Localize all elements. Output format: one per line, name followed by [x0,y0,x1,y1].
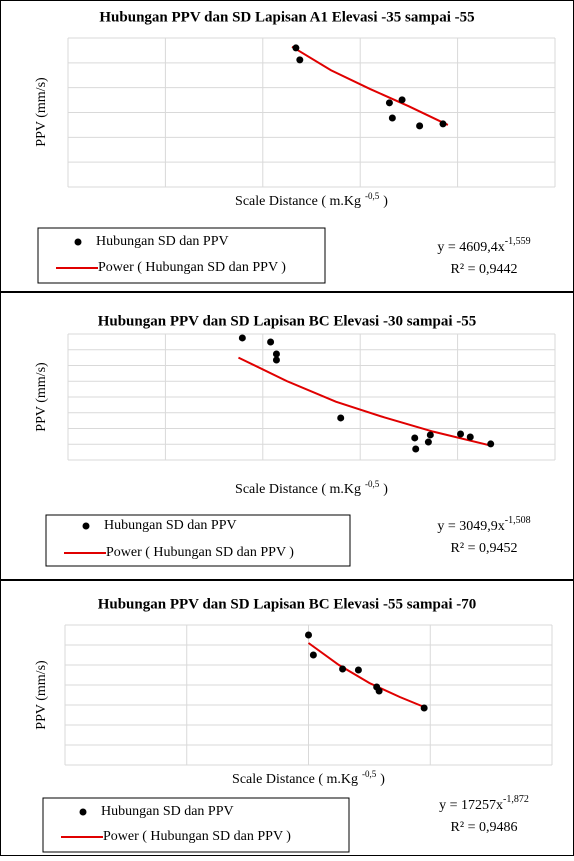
y-axis-label: PPV (mm/s) [34,660,49,730]
data-point [272,356,280,364]
legend-label: Power ( Hubungan SD dan PPV ) [106,545,294,560]
legend-label: Hubungan SD dan PPV [104,518,237,533]
legend-marker [79,808,87,816]
panel-border [0,292,574,580]
data-point [426,431,434,439]
data-point [466,433,474,441]
equation-sup: -1,508 [505,515,531,526]
equation-sup: -1,872 [503,794,529,805]
data-point [424,438,432,446]
chart-title: Hubungan PPV dan SD Lapisan BC Elevasi -… [98,596,477,612]
equation-text: y = 17257x [439,798,503,813]
data-point [487,440,495,448]
data-point [305,631,312,639]
x-axis-label-sup: -0,5 [365,191,380,201]
data-point [272,350,280,358]
data-point [457,430,465,438]
x-axis-label-text: Scale Distance ( m.Kg [232,772,358,787]
equation-sup: -1,559 [505,236,531,247]
legend-label: Power ( Hubungan SD dan PPV ) [98,260,286,275]
data-point [385,99,393,107]
equation-text: y = 3049,9x [437,519,504,534]
data-point [439,120,447,128]
data-point [296,56,304,64]
chart-title: Hubungan PPV dan SD Lapisan A1 Elevasi -… [99,9,474,25]
x-axis-label: Scale Distance ( m.Kg -0,5) [232,769,385,787]
data-point [339,665,347,673]
y-axis-label: PPV (mm/s) [34,362,49,432]
x-axis-label-close: ) [383,194,388,209]
x-axis-label-close: ) [383,482,388,497]
legend-marker [74,238,82,246]
data-point [309,651,317,659]
data-point [412,445,420,453]
x-axis-label: Scale Distance ( m.Kg -0,5) [235,479,388,497]
trend-line [291,45,449,126]
legend-label: Hubungan SD dan PPV [96,234,229,249]
r-squared: R² = 0,9442 [451,262,518,277]
legend-box [42,797,350,853]
equation-text: y = 4609,4x [437,240,504,255]
data-point [416,122,424,130]
y-axis-label: PPV (mm/s) [34,77,49,147]
x-axis-label-sup: -0,5 [362,769,377,779]
data-point [420,704,428,712]
equation: y = 17257x-1,872 [439,794,529,813]
equation: y = 3049,9x-1,508 [437,515,530,534]
x-axis-label-text: Scale Distance ( m.Kg [235,482,361,497]
r-squared: R² = 0,9486 [451,820,518,835]
data-point [411,434,419,442]
data-point [388,114,396,122]
panel-border [0,580,574,856]
legend-label: Power ( Hubungan SD dan PPV ) [103,829,291,844]
data-point [354,666,362,674]
data-point [337,414,345,422]
trend-line [307,642,425,708]
data-point [238,334,246,342]
data-point [267,338,275,346]
data-point [398,96,406,104]
r-squared: R² = 0,9452 [451,541,518,556]
legend-box [45,514,351,567]
x-axis-label-close: ) [380,772,385,787]
x-axis-label: Scale Distance ( m.Kg -0,5) [235,191,388,209]
x-axis-label-sup: -0,5 [365,479,380,489]
equation: y = 4609,4x-1,559 [437,236,530,255]
legend-marker [82,522,90,530]
chart-title: Hubungan PPV dan SD Lapisan BC Elevasi -… [98,313,477,329]
legend-box [37,227,326,284]
legend-label: Hubungan SD dan PPV [101,804,234,819]
data-point [375,687,383,695]
data-point [292,44,300,52]
trend-line [238,356,492,447]
x-axis-label-text: Scale Distance ( m.Kg [235,194,361,209]
